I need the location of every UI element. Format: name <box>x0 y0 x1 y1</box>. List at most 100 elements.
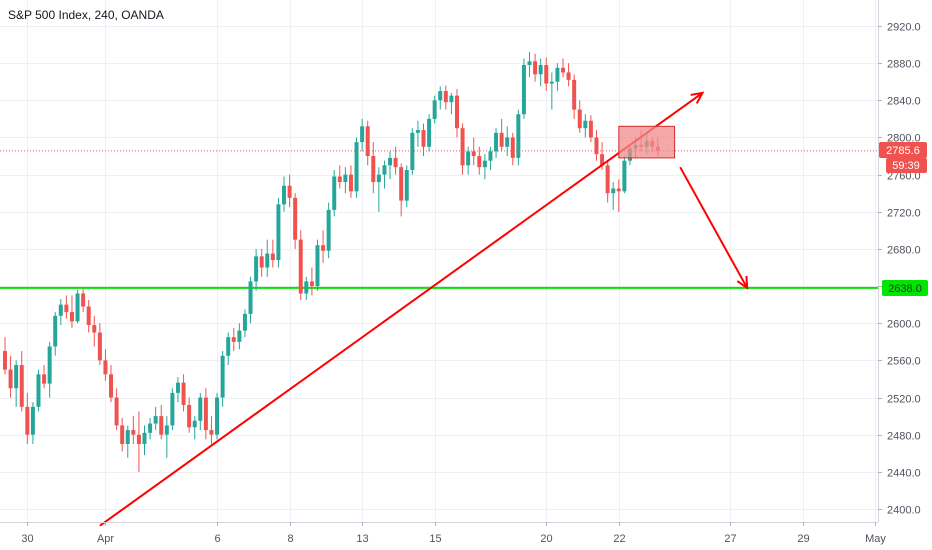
candle <box>181 374 186 412</box>
y-tick-label: 2720.0 <box>887 208 921 220</box>
candle-body <box>555 67 560 82</box>
candle-body <box>237 330 242 342</box>
candle <box>611 182 616 210</box>
candle-body <box>97 332 102 361</box>
chart-title: S&P 500 Index, 240, OANDA <box>8 8 164 22</box>
candle-body <box>42 374 47 384</box>
candle-body <box>382 165 387 175</box>
candle-body <box>14 365 19 389</box>
candle <box>81 288 86 313</box>
trend-line <box>99 92 704 527</box>
candle-body <box>594 137 599 155</box>
candle <box>282 176 286 212</box>
candle <box>572 74 577 119</box>
x-tick-label: 29 <box>797 533 809 545</box>
candle-body <box>220 355 225 398</box>
candle-body <box>58 304 63 316</box>
candle <box>521 58 526 119</box>
candle-body <box>293 197 298 240</box>
candle <box>192 416 197 440</box>
candle <box>427 114 432 152</box>
candle <box>142 425 147 456</box>
candle <box>148 417 153 440</box>
countdown-tag: 59:39 <box>886 158 927 173</box>
candle <box>254 248 259 291</box>
candle <box>388 151 393 180</box>
chart-grid <box>0 0 878 522</box>
candle-body <box>399 167 404 201</box>
price-axis: 2400.02440.02480.02520.02560.02600.02640… <box>878 0 921 522</box>
candle <box>499 118 504 152</box>
consolidation-zone <box>618 125 676 159</box>
candle-body <box>287 185 292 198</box>
candle <box>270 239 275 268</box>
candle-body <box>605 165 610 194</box>
candle <box>136 411 141 472</box>
candle-body <box>393 157 398 168</box>
candle <box>399 163 404 217</box>
candle-body <box>309 281 314 287</box>
candle-body <box>477 156 482 168</box>
candle <box>47 341 52 398</box>
candle-body <box>482 160 487 168</box>
candle-body <box>120 425 125 444</box>
candle <box>42 365 47 389</box>
candle <box>315 239 320 291</box>
candle <box>371 142 376 194</box>
candle-body <box>348 174 353 192</box>
candle-body <box>175 382 180 393</box>
candle-body <box>192 420 197 428</box>
candle <box>415 120 420 147</box>
candle <box>516 109 521 166</box>
x-tick-label: 6 <box>214 533 220 545</box>
candle-body <box>538 65 543 75</box>
y-tick-label: 2400.0 <box>887 505 921 517</box>
candle <box>19 351 24 412</box>
candle <box>36 369 41 412</box>
candle-body <box>365 126 370 157</box>
x-tick-label: 8 <box>287 533 293 545</box>
candle <box>159 404 164 440</box>
candle <box>482 154 487 180</box>
candle-body <box>69 312 74 322</box>
candle-body <box>421 130 426 147</box>
candle-body <box>231 337 236 342</box>
candle-body <box>561 67 565 73</box>
candle <box>198 392 203 431</box>
candle <box>421 123 426 157</box>
candle <box>97 323 102 366</box>
candle-body <box>388 157 393 166</box>
candle-body <box>259 256 264 268</box>
candle <box>30 402 35 444</box>
candle-body <box>203 397 208 431</box>
candle <box>505 126 510 157</box>
candle <box>494 128 499 158</box>
candle-body <box>136 434 141 444</box>
candle <box>220 351 225 407</box>
candle-body <box>577 109 582 129</box>
candle-body <box>254 256 259 282</box>
candle <box>326 202 331 259</box>
candle <box>365 120 370 166</box>
candle-body <box>53 315 58 347</box>
candle <box>3 337 7 375</box>
candle-body <box>114 397 119 426</box>
candle <box>583 114 588 138</box>
candle <box>109 365 114 403</box>
candle <box>477 146 482 175</box>
candle-body <box>282 185 286 205</box>
candle-body <box>549 81 554 84</box>
y-tick-label: 2600.0 <box>887 319 921 331</box>
candle-body <box>572 79 577 110</box>
candle-body <box>354 142 359 192</box>
candle <box>343 167 348 194</box>
candle <box>215 392 220 440</box>
candle <box>231 327 236 352</box>
candle <box>588 115 593 143</box>
candle <box>309 267 314 296</box>
candle <box>533 53 538 82</box>
candle <box>460 123 465 175</box>
candle-body <box>533 61 538 75</box>
x-tick-label: Apr <box>97 533 114 545</box>
